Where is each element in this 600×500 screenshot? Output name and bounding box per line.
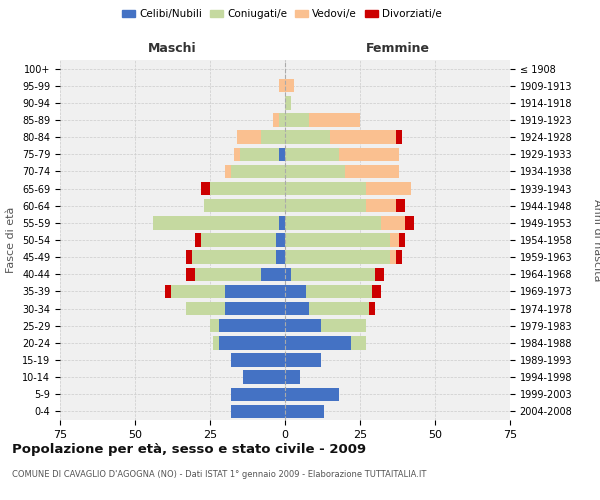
Bar [321,319,366,332]
Bar [285,182,366,196]
Bar [369,302,375,316]
Bar [396,250,402,264]
Bar [195,268,261,281]
Bar [285,234,390,246]
Bar [231,404,285,418]
Bar [285,354,321,366]
Bar [231,164,285,178]
Bar [285,130,330,144]
Bar [186,250,192,264]
Bar [330,130,396,144]
Bar [285,96,291,110]
Text: Femmine: Femmine [365,42,430,55]
Bar [225,164,231,178]
Bar [186,268,195,281]
Bar [396,130,402,144]
Bar [237,130,261,144]
Bar [285,404,324,418]
Bar [171,284,225,298]
Y-axis label: Fasce di età: Fasce di età [7,207,16,273]
Bar [165,284,171,298]
Bar [261,130,285,144]
Bar [285,370,300,384]
Text: COMUNE DI CAVAGLIO D'AGOGNA (NO) - Dati ISTAT 1° gennaio 2009 - Elaborazione TUT: COMUNE DI CAVAGLIO D'AGOGNA (NO) - Dati … [12,470,427,479]
Bar [372,284,381,298]
Bar [231,354,285,366]
Bar [285,250,390,264]
Bar [186,302,225,316]
Bar [210,319,219,332]
Bar [285,164,345,178]
Bar [201,234,276,246]
Bar [276,250,285,264]
Bar [285,148,339,161]
Bar [399,234,405,246]
Bar [309,302,369,316]
Bar [351,336,366,349]
Bar [219,336,285,349]
Bar [243,370,285,384]
Bar [285,284,306,298]
Bar [396,199,405,212]
Bar [261,268,285,281]
Bar [285,268,291,281]
Bar [381,216,405,230]
Bar [195,234,201,246]
Bar [240,148,279,161]
Bar [210,182,285,196]
Bar [231,388,285,401]
Bar [273,114,279,126]
Bar [339,148,399,161]
Bar [285,79,294,92]
Bar [291,268,375,281]
Bar [279,148,285,161]
Bar [306,284,372,298]
Bar [390,234,399,246]
Bar [279,216,285,230]
Text: Popolazione per età, sesso e stato civile - 2009: Popolazione per età, sesso e stato civil… [12,442,366,456]
Bar [285,388,339,401]
Legend: Celibi/Nubili, Coniugati/e, Vedovi/e, Divorziati/e: Celibi/Nubili, Coniugati/e, Vedovi/e, Di… [118,5,446,24]
Bar [213,336,219,349]
Bar [285,336,351,349]
Bar [276,234,285,246]
Bar [204,199,285,212]
Bar [153,216,279,230]
Bar [192,250,276,264]
Bar [405,216,414,230]
Y-axis label: Anni di nascita: Anni di nascita [592,198,600,281]
Bar [201,182,210,196]
Bar [279,114,285,126]
Bar [234,148,240,161]
Bar [309,114,360,126]
Bar [285,319,321,332]
Bar [225,284,285,298]
Bar [366,199,396,212]
Bar [390,250,396,264]
Bar [375,268,384,281]
Bar [285,302,309,316]
Bar [225,302,285,316]
Bar [366,182,411,196]
Bar [279,79,285,92]
Bar [219,319,285,332]
Text: Maschi: Maschi [148,42,197,55]
Bar [285,216,381,230]
Bar [345,164,399,178]
Bar [285,199,366,212]
Bar [285,114,309,126]
